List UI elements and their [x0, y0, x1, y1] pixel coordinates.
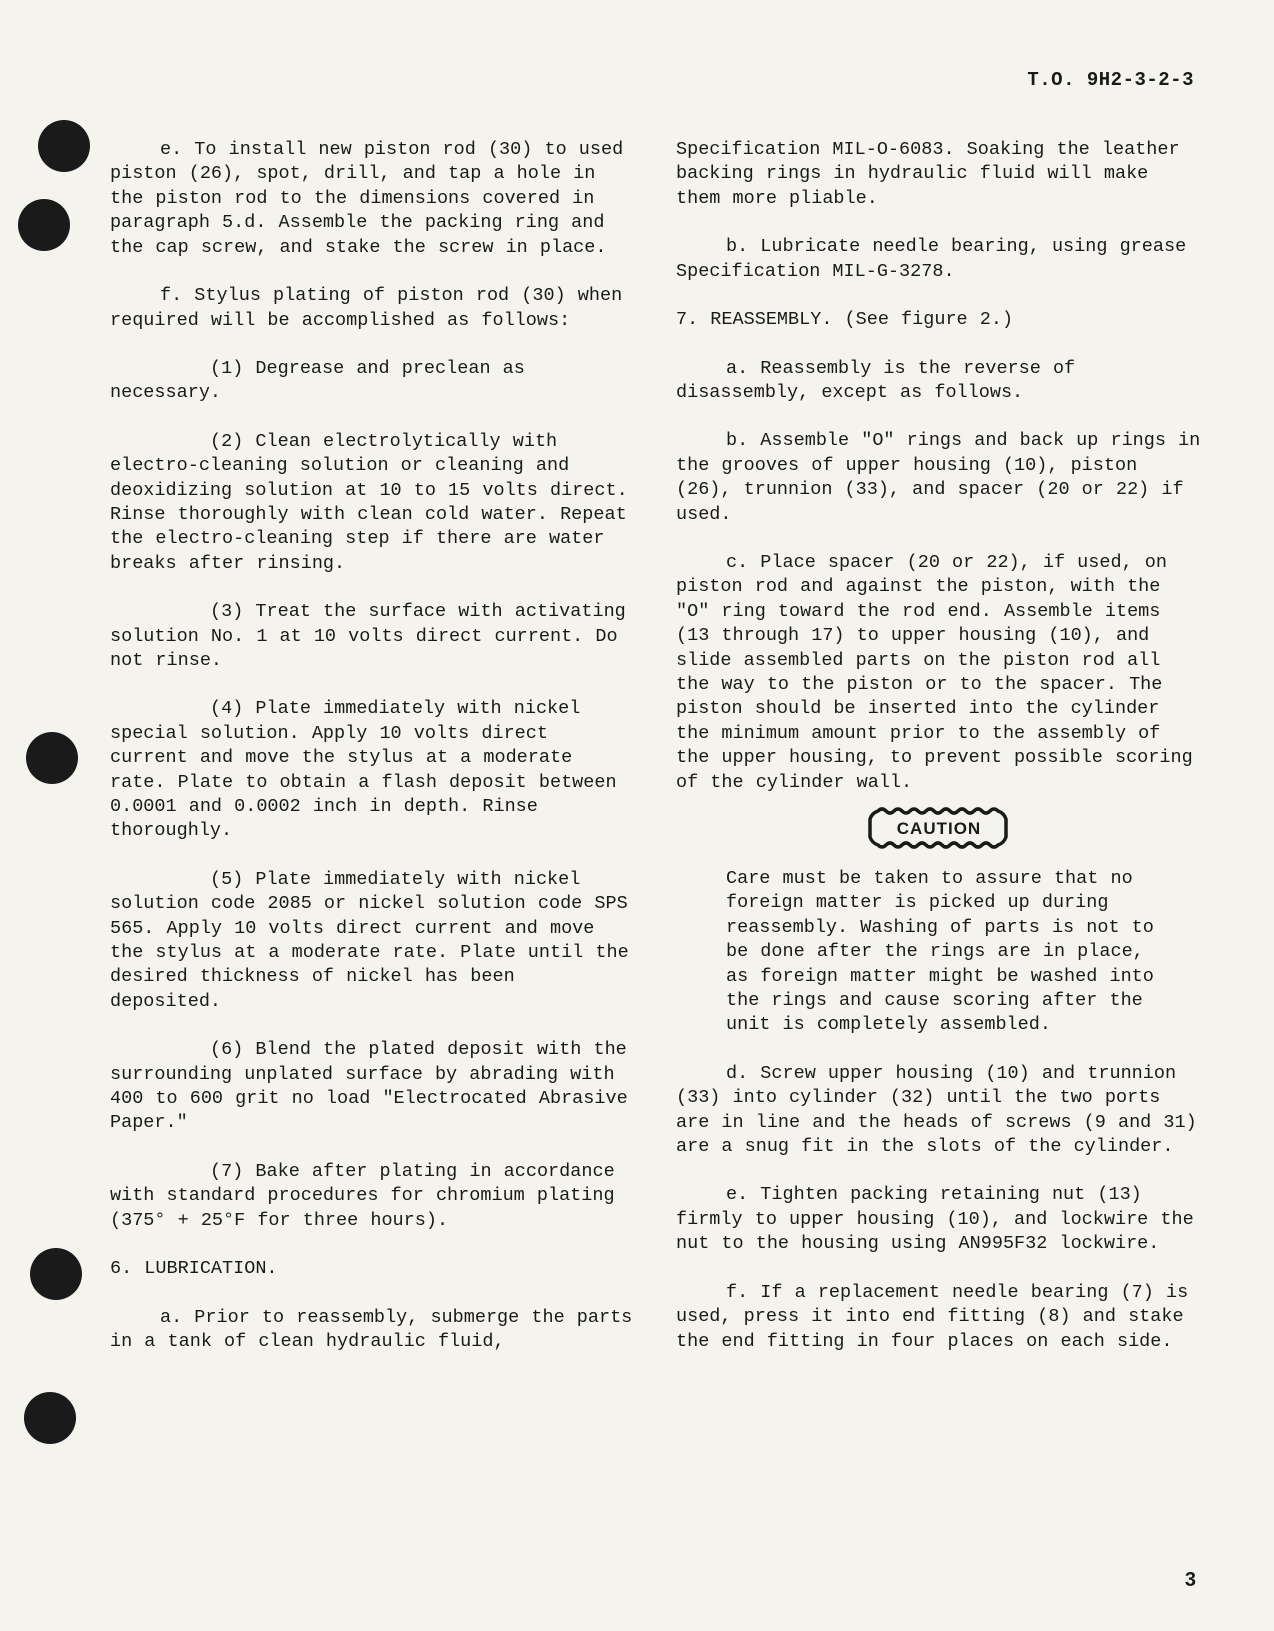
- section-6-heading: 6. LUBRICATION.: [110, 1257, 636, 1281]
- paragraph-continuation: Specification MIL-O-6083. Soaking the le…: [676, 138, 1202, 211]
- paragraph-f4: (4) Plate immediately with nickel specia…: [110, 697, 636, 843]
- binder-hole: [18, 199, 70, 251]
- paragraph-7f: f. If a replacement needle bearing (7) i…: [676, 1281, 1202, 1354]
- paragraph-f: f. Stylus plating of piston rod (30) whe…: [110, 284, 636, 333]
- paragraph-7b: b. Assemble "O" rings and back up rings …: [676, 429, 1202, 527]
- paragraph-e: e. To install new piston rod (30) to use…: [110, 138, 636, 260]
- binder-hole: [26, 732, 78, 784]
- caution-badge: CAUTION: [864, 807, 1014, 849]
- paragraph-6a: a. Prior to reassembly, submerge the par…: [110, 1306, 636, 1355]
- paragraph-f7: (7) Bake after plating in accordance wit…: [110, 1160, 636, 1233]
- caution-label-text: CAUTION: [897, 819, 981, 838]
- caution-body-text: Care must be taken to assure that no for…: [676, 867, 1202, 1038]
- paragraph-f6: (6) Blend the plated deposit with the su…: [110, 1038, 636, 1136]
- column-left: e. To install new piston rod (30) to use…: [110, 138, 636, 1354]
- paragraph-6b: b. Lubricate needle bearing, using greas…: [676, 235, 1202, 284]
- section-7-heading: 7. REASSEMBLY. (See figure 2.): [676, 308, 1202, 332]
- binder-hole: [24, 1392, 76, 1444]
- page-number: 3: [1185, 1567, 1196, 1593]
- paragraph-f1: (1) Degrease and preclean as necessary.: [110, 357, 636, 406]
- binder-hole: [30, 1248, 82, 1300]
- paragraph-7c: c. Place spacer (20 or 22), if used, on …: [676, 551, 1202, 795]
- paragraph-7e: e. Tighten packing retaining nut (13) fi…: [676, 1183, 1202, 1256]
- binder-hole: [38, 120, 90, 172]
- paragraph-f3: (3) Treat the surface with activating so…: [110, 600, 636, 673]
- column-right: Specification MIL-O-6083. Soaking the le…: [676, 138, 1202, 1354]
- document-page: T.O. 9H2-3-2-3 e. To install new piston …: [0, 0, 1274, 1631]
- paragraph-7a: a. Reassembly is the reverse of disassem…: [676, 357, 1202, 406]
- paragraph-f2: (2) Clean electrolytically with electro-…: [110, 430, 636, 576]
- paragraph-f5: (5) Plate immediately with nickel soluti…: [110, 868, 636, 1014]
- document-header: T.O. 9H2-3-2-3: [110, 68, 1202, 93]
- caution-container: CAUTION: [676, 807, 1202, 849]
- paragraph-7d: d. Screw upper housing (10) and trunnion…: [676, 1062, 1202, 1160]
- text-columns: e. To install new piston rod (30) to use…: [110, 138, 1202, 1354]
